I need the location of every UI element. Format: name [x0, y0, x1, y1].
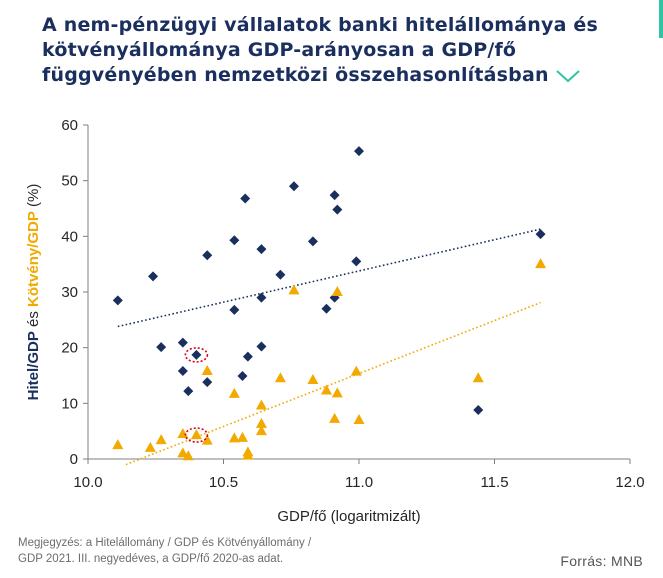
- x-tick-label: 10.0: [73, 474, 102, 491]
- hitel-point: [332, 204, 343, 215]
- highlight-circles: [184, 347, 209, 443]
- kotveny-point: [155, 434, 167, 445]
- kotveny-point: [182, 450, 194, 461]
- hitel-point: [242, 351, 253, 362]
- chart-note: Megjegyzés: a Hitelállomány / GDP és Köt…: [18, 535, 378, 567]
- y-tick-label: 40: [61, 228, 78, 245]
- hitel-point: [191, 349, 202, 360]
- kotveny-point: [288, 284, 300, 295]
- y-axis-label-part: Hitel/GDP: [25, 331, 42, 400]
- kotveny-point: [228, 432, 240, 443]
- hitel-point: [156, 342, 167, 353]
- kotveny-point: [112, 439, 124, 450]
- highlight-circle: [184, 347, 209, 363]
- title-line-1: A nem-pénzügyi vállalatok banki hiteláll…: [42, 14, 598, 36]
- kotveny-trend-line: [125, 301, 541, 466]
- kotveny-point: [242, 449, 254, 460]
- source-label: Forrás: MNB: [560, 553, 643, 569]
- x-tick-label: 11.5: [480, 474, 508, 491]
- hitel-point: [229, 235, 240, 246]
- y-tick-label: 10: [61, 395, 78, 412]
- axis-labels: 0 10 20 30 40 50 60 10.0 10.5 11.0 11.5 12.0 GDP/fő …: [25, 117, 645, 525]
- y-tick-label: 20: [61, 340, 78, 357]
- x-tick-label: 12.0: [615, 474, 644, 491]
- kotveny-point: [320, 384, 332, 395]
- accent-bar: [659, 0, 663, 38]
- title-line-3: függvényében nemzetközi összehasonlításb…: [42, 64, 549, 86]
- scatter-chart: 0 10 20 30 40 50 60 10.0 10.5 11.0 11.5 12.0 GDP/fő …: [25, 117, 645, 525]
- hitel-point: [354, 146, 364, 157]
- hitel-point: [202, 250, 213, 261]
- kotveny-point: [228, 387, 240, 398]
- data-points: [112, 146, 547, 461]
- kotveny-point: [535, 258, 547, 269]
- hitel-trend-line: [117, 228, 541, 328]
- title-line-3-wrap: függvényében nemzetközi összehasonlításb…: [42, 63, 642, 88]
- kotveny-point: [331, 286, 343, 296]
- hitel-point: [329, 190, 340, 201]
- hitel-point: [321, 303, 332, 314]
- kotveny-point: [236, 431, 248, 442]
- hitel-point: [288, 181, 299, 192]
- trend-lines: [117, 228, 541, 466]
- kotveny-point: [331, 387, 343, 398]
- x-tick-label: 10.5: [209, 474, 238, 491]
- note-line-2: GDP 2021. III. negyedéves, a GDP/fő 2020…: [18, 553, 284, 565]
- hitel-point: [351, 256, 362, 267]
- hitel-point: [183, 386, 194, 397]
- note-line-1: Megjegyzés: a Hitelállomány / GDP és Köt…: [18, 537, 312, 549]
- hitel-point: [256, 244, 267, 255]
- hitel-point: [202, 377, 213, 388]
- kotveny-point: [255, 417, 267, 428]
- hitel-point: [112, 295, 123, 306]
- kotveny-point: [350, 365, 362, 376]
- kotveny-point: [353, 414, 365, 425]
- kotveny-point: [201, 365, 213, 376]
- kotveny-point: [177, 427, 189, 438]
- y-axis-label: Hitel/GDP és Kötvény/GDP (%): [25, 184, 42, 401]
- kotveny-point: [274, 372, 286, 383]
- hitel-point: [177, 337, 188, 348]
- y-tick-label: 30: [61, 284, 78, 301]
- hitel-point: [240, 193, 251, 204]
- axes: [83, 124, 631, 464]
- highlight-circle: [184, 427, 209, 443]
- hitel-point: [237, 371, 248, 382]
- hitel-point: [177, 366, 188, 377]
- chevron-down-icon: [556, 69, 580, 82]
- hitel-point: [307, 236, 318, 247]
- hitel-point: [148, 271, 159, 282]
- y-axis-label-part: (%): [25, 184, 42, 212]
- kotveny-point: [177, 447, 189, 458]
- kotveny-point: [329, 412, 341, 423]
- hitel-point: [473, 405, 484, 416]
- kotveny-point: [190, 429, 202, 440]
- hitel-point: [535, 229, 546, 240]
- kotveny-point: [201, 434, 213, 445]
- y-axis-label-part: és: [25, 307, 42, 331]
- hitel-point: [256, 341, 267, 352]
- kotveny-point: [144, 441, 156, 452]
- kotveny-point: [472, 372, 484, 383]
- hitel-point: [256, 292, 267, 303]
- y-tick-label: 50: [61, 173, 78, 190]
- y-tick-label: 60: [61, 117, 78, 134]
- y-tick-label: 0: [70, 451, 78, 468]
- kotveny-point: [255, 399, 267, 410]
- hitel-point: [229, 304, 240, 315]
- hitel-point: [275, 269, 286, 280]
- page-title: A nem-pénzügyi vállalatok banki hiteláll…: [42, 13, 642, 88]
- x-axis-label: GDP/fő (logaritmizált): [277, 508, 420, 525]
- y-axis-label-part: Kötvény/GDP: [25, 211, 42, 307]
- kotveny-point: [307, 373, 319, 384]
- x-tick-label: 11.0: [345, 474, 373, 491]
- kotveny-point: [255, 425, 267, 436]
- title-line-2: kötvényállománya GDP-arányosan a GDP/fő: [42, 39, 517, 61]
